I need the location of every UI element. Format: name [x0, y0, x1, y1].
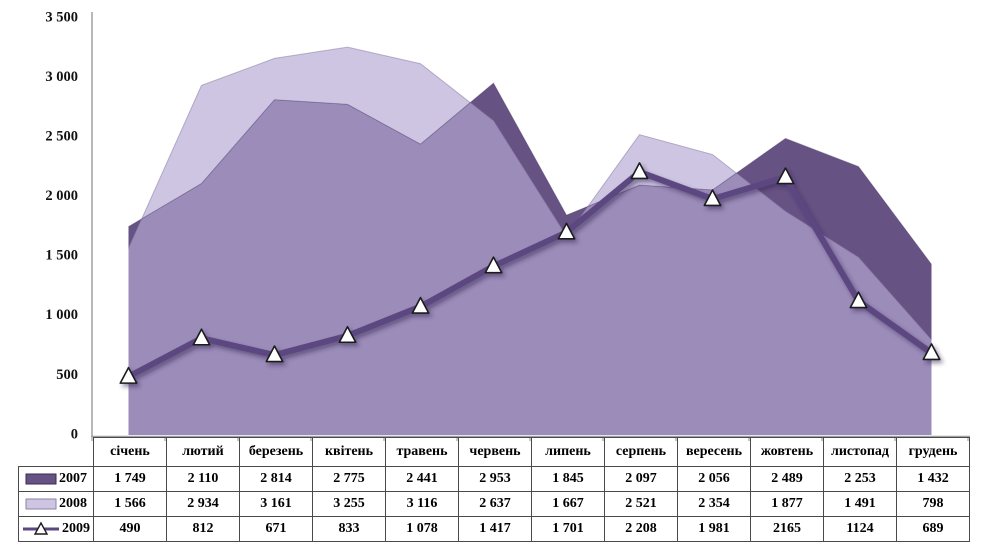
- value-cell: 2 775: [312, 466, 386, 492]
- y-tick-label: 500: [56, 367, 78, 383]
- value-cell: 2 110: [166, 466, 240, 492]
- curve-outline-2008: [128, 46, 932, 341]
- triangle-marker: [703, 189, 722, 207]
- y-tick-label: 2 500: [45, 128, 78, 144]
- triangle-marker: [776, 167, 795, 185]
- month-header-cell: березень: [239, 437, 313, 467]
- month-header-cell: червень: [458, 437, 532, 467]
- value-cell: 2 097: [604, 466, 678, 492]
- value-cell: 1 417: [458, 516, 532, 542]
- legend-cell-2009: 2009: [18, 516, 94, 542]
- month-header-cell: липень: [531, 437, 605, 467]
- value-cell: 1 078: [385, 516, 459, 542]
- value-cell: 2 354: [677, 491, 751, 517]
- value-cell: 2165: [750, 516, 824, 542]
- value-cell: 1 845: [531, 466, 605, 492]
- y-tick-label: 0: [71, 426, 78, 442]
- legend-cell-2008: 2008: [18, 491, 94, 517]
- triangle-marker: [411, 296, 430, 314]
- value-cell: 490: [93, 516, 167, 542]
- value-cell: 2 814: [239, 466, 313, 492]
- y-tick-label: 3 500: [45, 9, 78, 25]
- value-cell: 798: [896, 491, 970, 517]
- value-cell: 671: [239, 516, 313, 542]
- value-cell: 812: [166, 516, 240, 542]
- value-cell: 1 749: [93, 466, 167, 492]
- series-year-label: 2007: [59, 471, 87, 486]
- value-cell: 1 981: [677, 516, 751, 542]
- curve-outline-2007: [128, 82, 932, 265]
- value-cell: 833: [312, 516, 386, 542]
- triangle-marker: [338, 325, 357, 344]
- triangle-marker: [630, 162, 649, 180]
- value-cell: 1 877: [750, 491, 824, 517]
- table-row-2008: 2008 1 566 2 934 3 161 3 255 3 116 2 637 1 667 2…: [18, 491, 970, 517]
- value-cell: 2 489: [750, 466, 824, 492]
- y-axis-labels: 0 500 1 000 1 500 2 000 2 500 3 000 3 500: [45, 9, 78, 442]
- value-cell: 2 521: [604, 491, 678, 517]
- value-cell: 3 161: [239, 491, 313, 517]
- month-header-cell: вересень: [677, 437, 751, 467]
- series-year-label: 2009: [62, 521, 90, 536]
- legend-swatch-2007-icon: [25, 473, 57, 485]
- legend-swatch-2008-icon: [25, 498, 57, 510]
- month-header-cell: серпень: [604, 437, 678, 467]
- month-header-cell: квітень: [312, 437, 386, 467]
- month-header-cell: листопад: [823, 437, 897, 467]
- value-cell: 2 934: [166, 491, 240, 517]
- month-header-cell: травень: [385, 437, 459, 467]
- value-cell: 1 667: [531, 491, 605, 517]
- month-header-cell: грудень: [896, 437, 970, 467]
- legend-line-marker-2009-icon: [23, 521, 59, 535]
- value-cell: 1 701: [531, 516, 605, 542]
- y-tick-label: 1 500: [45, 248, 78, 264]
- y-tick-label: 2 000: [45, 188, 78, 204]
- value-cell: 2 637: [458, 491, 532, 517]
- value-cell: 1 491: [823, 491, 897, 517]
- data-table: січень лютий березень квітень травень червень…: [18, 437, 970, 542]
- value-cell: 2 441: [385, 466, 459, 492]
- month-header-cell: лютий: [166, 437, 240, 467]
- table-row-2009: 2009 490 812 671 833 1 078 1 417 1 701 2 208 1 98…: [18, 516, 970, 542]
- table-header-row: січень лютий березень квітень травень червень…: [19, 437, 970, 467]
- y-tick-label: 1 000: [45, 307, 78, 323]
- table-row-2007: 2007 1 749 2 110 2 814 2 775 2 441 2 953 1 845 2…: [18, 466, 970, 492]
- triangle-marker: [119, 366, 138, 384]
- triangle-marker: [849, 291, 868, 309]
- triangle-marker: [265, 345, 284, 363]
- triangle-marker: [484, 256, 503, 274]
- value-cell: 1124: [823, 516, 897, 542]
- line-2009-path: [125, 168, 935, 380]
- value-cell: 689: [896, 516, 970, 542]
- value-cell: 1 566: [93, 491, 167, 517]
- month-header-cell: жовтень: [750, 437, 824, 467]
- value-cell: 2 056: [677, 466, 751, 492]
- line-series-2009: [119, 162, 941, 384]
- area-overlap-region: [128, 99, 932, 436]
- legend-cell-2007: 2007: [18, 466, 94, 492]
- triangle-marker: [557, 222, 576, 240]
- value-cell: 3 116: [385, 491, 459, 517]
- series-year-label: 2008: [59, 496, 87, 511]
- value-cell: 1 432: [896, 466, 970, 492]
- legend-header-empty-cell: [19, 438, 94, 467]
- value-cell: 2 253: [823, 466, 897, 492]
- y-tick-label: 3 000: [45, 69, 78, 85]
- value-cell: 3 255: [312, 491, 386, 517]
- triangle-marker: [192, 328, 211, 346]
- value-cell: 2 953: [458, 466, 532, 492]
- value-cell: 2 208: [604, 516, 678, 542]
- month-header-cell: січень: [93, 437, 167, 467]
- triangle-marker: [922, 343, 941, 361]
